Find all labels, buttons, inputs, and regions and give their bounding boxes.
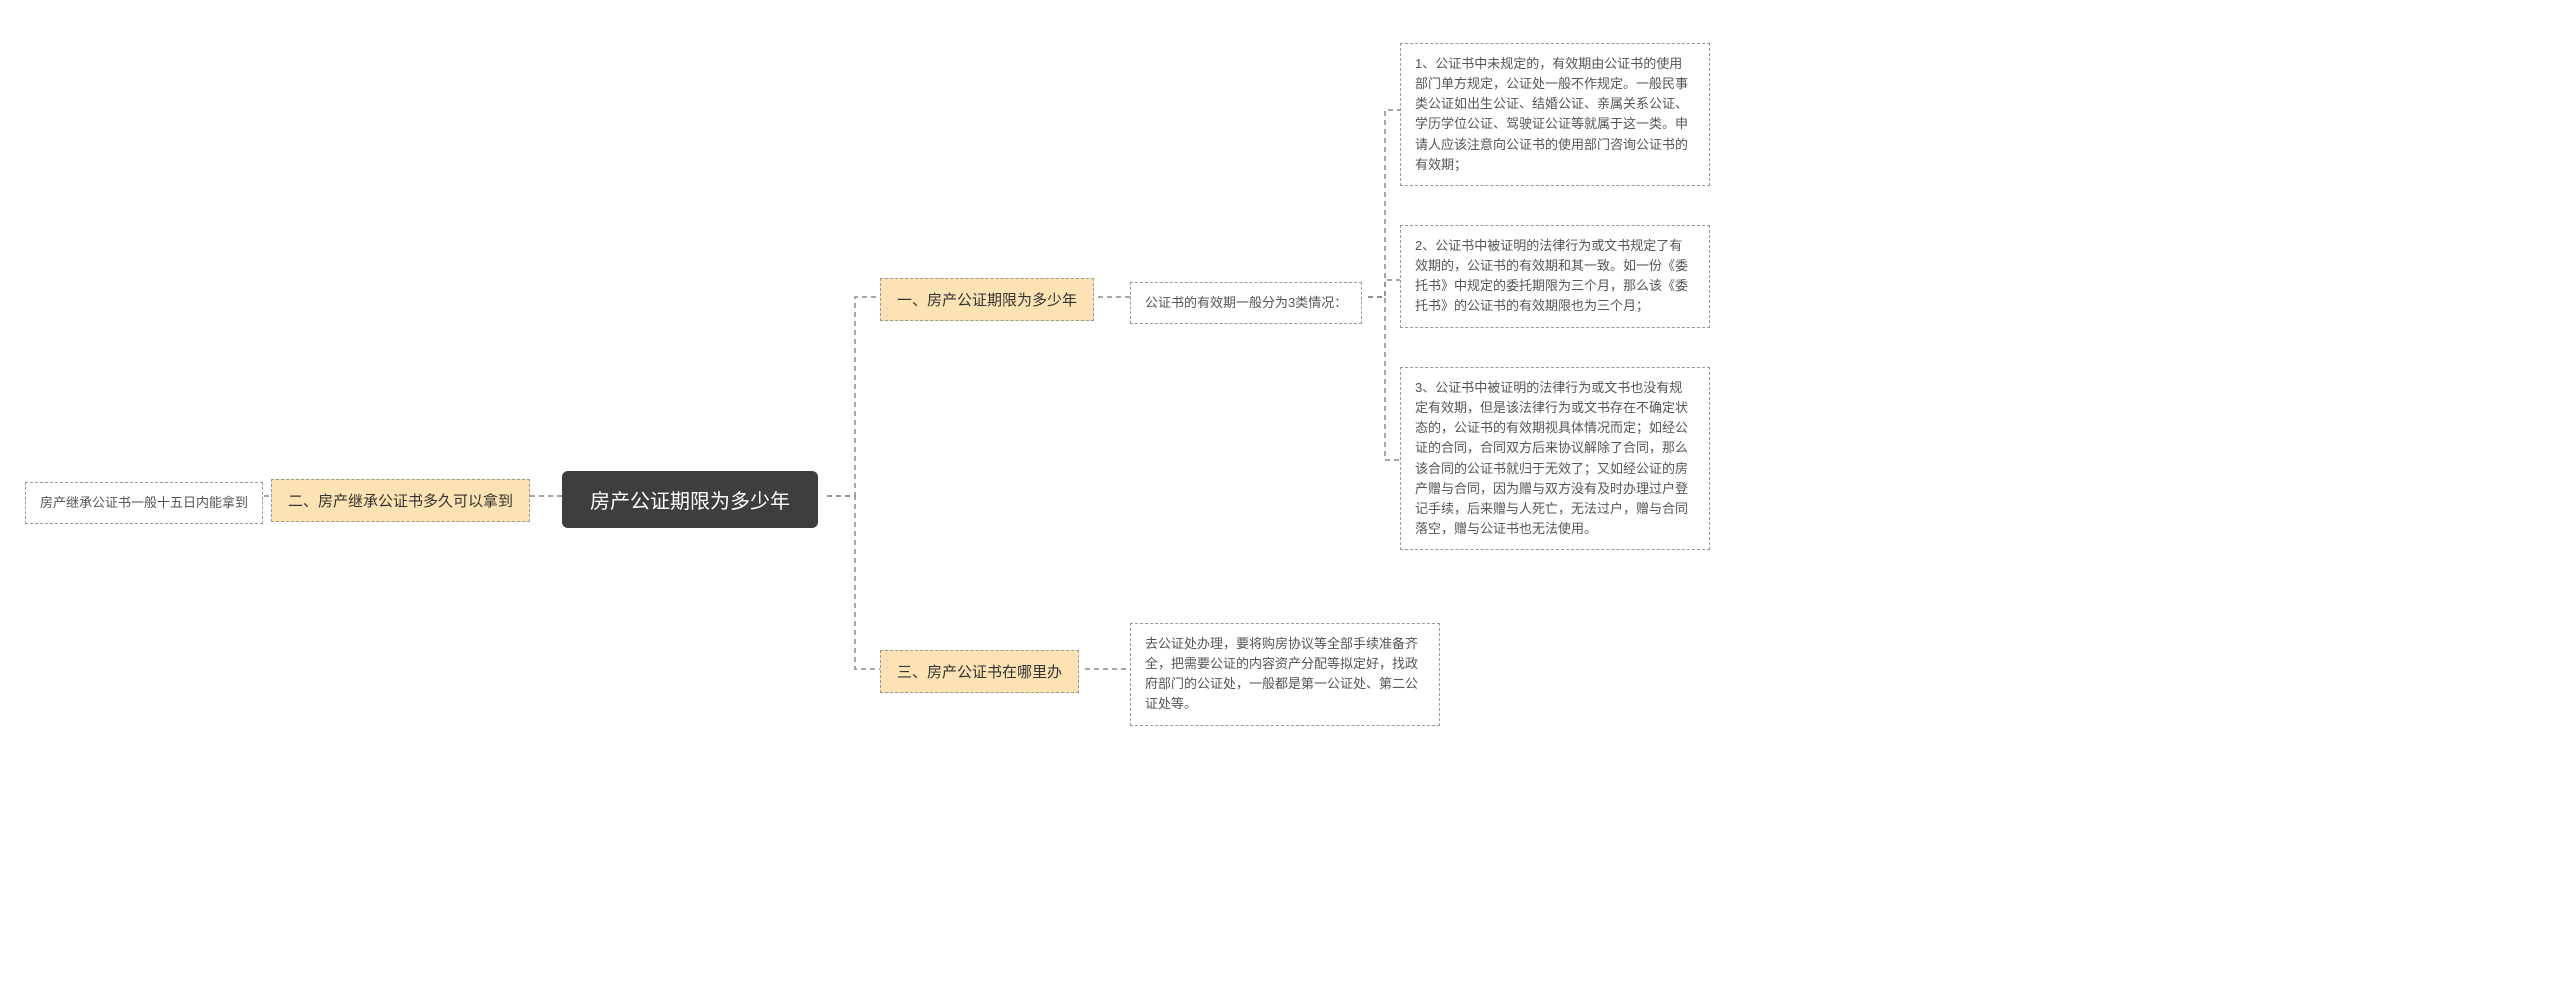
leaf-case-1[interactable]: 1、公证书中未规定的，有效期由公证书的使用部门单方规定，公证处一般不作规定。一般… xyxy=(1400,43,1710,186)
leaf-case-3[interactable]: 3、公证书中被证明的法律行为或文书也没有规定有效期，但是该法律行为或文书存在不确… xyxy=(1400,367,1710,550)
mindmap-root[interactable]: 房产公证期限为多少年 xyxy=(562,471,818,528)
leaf-case-2[interactable]: 2、公证书中被证明的法律行为或文书规定了有效期的，公证书的有效期和其一致。如一份… xyxy=(1400,225,1710,328)
branch-section-1[interactable]: 一、房产公证期限为多少年 xyxy=(880,278,1094,321)
branch-section-3[interactable]: 三、房产公证书在哪里办 xyxy=(880,650,1079,693)
branch-section-2[interactable]: 二、房产继承公证书多久可以拿到 xyxy=(271,479,530,522)
leaf-inheritance-timing[interactable]: 房产继承公证书一般十五日内能拿到 xyxy=(25,482,263,524)
leaf-intro-3cases[interactable]: 公证书的有效期一般分为3类情况： xyxy=(1130,282,1362,324)
leaf-where-to-apply[interactable]: 去公证处办理，要将购房协议等全部手续准备齐全，把需要公证的内容资产分配等拟定好，… xyxy=(1130,623,1440,726)
